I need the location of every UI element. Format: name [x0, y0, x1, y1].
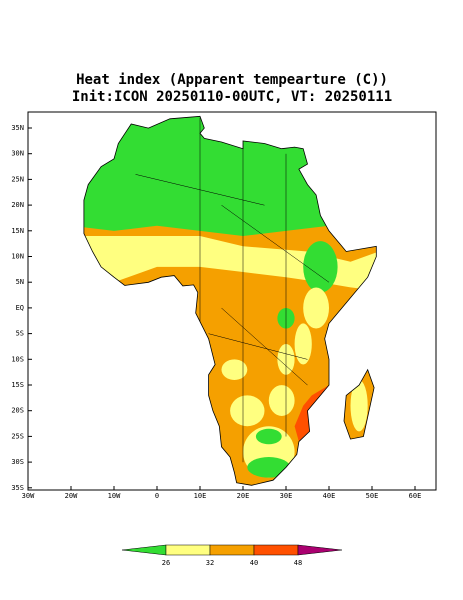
- lat-label: 20S: [11, 407, 24, 415]
- colorbar: 26 32 40 48: [121, 544, 343, 567]
- zone-patch: [303, 287, 329, 329]
- colorbar-high: [297, 544, 343, 556]
- lat-label: 15S: [11, 381, 24, 389]
- lon-label: 60E: [409, 492, 422, 500]
- zone-patch: [268, 385, 295, 416]
- lat-label: 30S: [11, 458, 24, 466]
- zone-patch: [230, 395, 265, 427]
- lat-label: 35S: [11, 484, 24, 492]
- zone-patch: [350, 379, 368, 432]
- lat-label: 30N: [11, 150, 24, 158]
- zone-patch: [255, 428, 282, 445]
- colorbar-label: 32: [206, 559, 214, 567]
- zone-patch: [247, 457, 291, 478]
- lon-label: 50E: [366, 492, 379, 500]
- map-frame: [27, 111, 437, 491]
- lat-label: 20N: [11, 201, 24, 209]
- lat-label: 25N: [11, 175, 24, 183]
- lon-label: 20E: [237, 492, 250, 500]
- lat-label: 5N: [16, 278, 24, 286]
- colorbar-label: 26: [162, 559, 170, 567]
- coastline: [83, 115, 377, 486]
- zone-cool: [83, 116, 377, 236]
- lon-label: 10W: [108, 492, 121, 500]
- lon-label: 20W: [65, 492, 78, 500]
- border: [135, 174, 265, 206]
- colorbar-label: 48: [294, 559, 302, 567]
- land-fill: [83, 116, 377, 486]
- zone-patch: [221, 359, 248, 380]
- lat-label: EQ: [16, 304, 24, 312]
- lon-label: 30E: [280, 492, 293, 500]
- border: [221, 204, 330, 283]
- colorbar-segment: [209, 544, 255, 556]
- zone-patch: [303, 241, 338, 293]
- lat-label: 5S: [16, 330, 24, 338]
- colorbar-label: 40: [250, 559, 258, 567]
- colorbar-segment: [165, 544, 211, 556]
- subtitle: Init:ICON 20250110-00UTC, VT: 20250111: [72, 89, 392, 105]
- lon-label: 0: [155, 492, 159, 500]
- lon-label: 10E: [194, 492, 207, 500]
- lat-label: 10S: [11, 355, 24, 363]
- lat-label: 10N: [11, 253, 24, 261]
- lat-label: 15N: [11, 227, 24, 235]
- map: [83, 115, 377, 486]
- zone-patch: [294, 323, 312, 365]
- lat-label: 25S: [11, 432, 24, 440]
- lat-label: 35N: [11, 124, 24, 132]
- lon-label: 30W: [22, 492, 35, 500]
- title: Heat index (Apparent tempearture (C)): [76, 72, 388, 88]
- border: [221, 307, 308, 386]
- lon-label: 40E: [323, 492, 336, 500]
- colorbar-segment: [253, 544, 299, 556]
- border: [208, 333, 308, 360]
- colorbar-low: [121, 544, 167, 556]
